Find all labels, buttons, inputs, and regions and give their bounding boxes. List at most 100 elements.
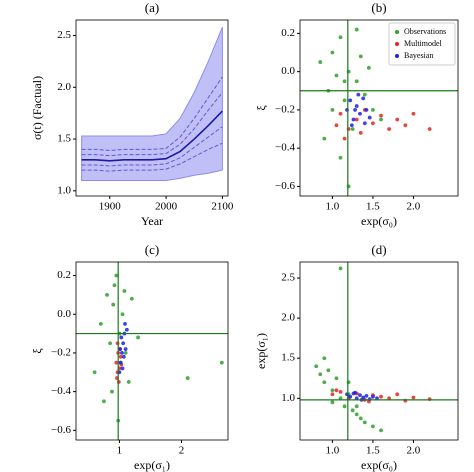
point [353,108,357,112]
point [387,396,392,401]
y-axis-label: exp(σ₁) [254,333,268,369]
point [120,312,125,317]
point [136,335,140,340]
point [330,108,335,112]
point [334,388,339,393]
x-axis-label: exp(σ₀) [361,214,397,228]
point [114,360,119,365]
point [351,117,356,122]
y-tick-label: 0.2 [57,269,71,281]
point [371,121,375,126]
point [120,351,124,355]
point [375,396,379,401]
point [322,356,327,361]
point [349,123,354,128]
x-axis-label: Year [141,214,163,228]
point [123,322,127,326]
point [395,117,400,122]
x-tick-label: 1.0 [326,445,340,457]
point [322,380,327,385]
point [348,98,353,103]
x-tick-label: 1900 [99,201,122,213]
y-axis-label: ξ [254,105,268,111]
point [314,364,319,369]
point [379,113,383,118]
y-axis-label: σ(t) (Factual) [30,76,44,140]
point [358,111,362,116]
point [108,341,113,346]
x-tick-label: 2.0 [407,201,421,213]
point [362,121,367,126]
point [338,266,343,271]
y-tick-label: 2.5 [57,29,71,41]
point [367,115,372,120]
point [318,372,323,377]
y-tick-label: 0.2 [281,27,295,39]
point [334,376,339,381]
point [121,341,126,346]
point [118,360,123,365]
plot-frame [75,261,229,441]
plot-frame [299,19,459,197]
point [379,394,383,399]
point [427,127,432,131]
point [354,404,359,409]
line [81,142,223,172]
panel-title: (c) [145,242,159,257]
point [338,389,343,394]
point [114,273,119,278]
point [371,394,375,399]
point [354,396,359,401]
band [81,27,223,181]
x-axis-label: exp(σ₀) [361,458,397,472]
plot-frame [299,261,459,441]
point [119,335,124,340]
point [111,302,116,307]
y-tick-label: 2.5 [281,272,295,284]
point [330,400,335,405]
point [354,104,359,108]
point [354,27,359,32]
point [126,380,131,384]
plot-frame [75,19,229,197]
point [120,366,125,371]
point [219,360,224,365]
point [403,123,408,128]
x-tick-label: 1.5 [366,445,380,457]
point [354,412,359,417]
point [112,283,117,288]
panel: (a) Year σ(t) (Factual) 1900 2000 2100 1.0 1.5 2… [30,0,234,228]
point [350,408,355,413]
line [81,76,223,151]
point [366,65,371,70]
point [334,73,339,78]
panel-title: (b) [371,0,386,15]
point [122,289,127,293]
point [116,380,121,384]
panel: (b) exp(σ₀) ξ 1.0 1.5 2.0 −0.6 −0.4 −0.2 0.0 0.2 Ob… [254,0,459,228]
y-tick-label: 0.0 [281,65,295,77]
point [123,351,128,355]
point [338,111,343,116]
legend-box [388,22,456,66]
point [334,123,339,128]
y-axis-label: ξ [30,348,44,354]
point [354,117,359,122]
line [81,126,223,167]
y-tick-label: −0.2 [51,346,71,358]
point [364,394,369,398]
y-tick-label: 1.5 [57,133,71,145]
point [318,60,323,64]
point [342,98,347,103]
legend-marker [395,54,399,58]
point [121,354,126,359]
point [348,394,353,399]
y-tick-label: 0.0 [57,308,71,320]
point [129,296,134,301]
y-tick-label: 1.0 [281,392,295,404]
x-axis-label: exp(σ₁) [134,458,170,472]
y-tick-label: −0.4 [51,385,71,397]
point [362,92,367,97]
point [371,424,375,429]
